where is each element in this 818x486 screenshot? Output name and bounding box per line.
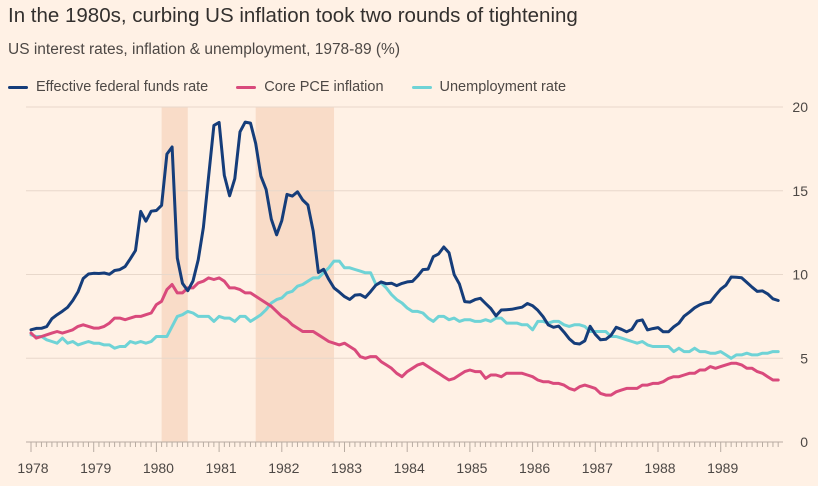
x-tick-label: 1980 bbox=[143, 460, 174, 476]
x-tick-label: 1983 bbox=[331, 460, 362, 476]
x-tick-label: 1981 bbox=[206, 460, 237, 476]
chart-subtitle: US interest rates, inflation & unemploym… bbox=[8, 41, 400, 58]
x-tick-label: 1984 bbox=[394, 460, 425, 476]
y-tick-label: 15 bbox=[792, 183, 808, 199]
legend: Effective federal funds rate Core PCE in… bbox=[8, 79, 594, 95]
y-tick-label: 0 bbox=[800, 434, 808, 450]
legend-label: Core PCE inflation bbox=[264, 79, 384, 95]
y-tick-label: 20 bbox=[792, 99, 808, 115]
x-tick-label: 1989 bbox=[707, 460, 738, 476]
x-tick-label: 1986 bbox=[519, 460, 550, 476]
legend-swatch bbox=[8, 85, 28, 89]
x-tick-label: 1985 bbox=[456, 460, 487, 476]
series-line-effective-federal-funds-rate bbox=[29, 120, 780, 346]
legend-swatch bbox=[411, 85, 432, 89]
x-tick-label: 1982 bbox=[268, 460, 299, 476]
y-tick-label: 10 bbox=[792, 267, 808, 283]
legend-item-fed-funds: Effective federal funds rate bbox=[8, 79, 208, 95]
x-tick-label: 1988 bbox=[644, 460, 675, 476]
series-line-unemployment-rate bbox=[29, 259, 780, 360]
legend-item-unemployment: Unemployment rate bbox=[411, 79, 567, 95]
x-tick-label: 1987 bbox=[582, 460, 613, 476]
series-line-core-pce-inflation bbox=[29, 276, 780, 397]
legend-label: Unemployment rate bbox=[439, 79, 567, 95]
y-tick-label: 5 bbox=[800, 350, 808, 366]
x-tick-label: 1979 bbox=[80, 460, 111, 476]
legend-item-core-pce: Core PCE inflation bbox=[236, 79, 384, 95]
legend-swatch bbox=[236, 85, 257, 89]
chart-title: In the 1980s, curbing US inflation took … bbox=[8, 4, 578, 27]
legend-label: Effective federal funds rate bbox=[36, 79, 209, 95]
x-tick-label: 1978 bbox=[17, 460, 48, 476]
